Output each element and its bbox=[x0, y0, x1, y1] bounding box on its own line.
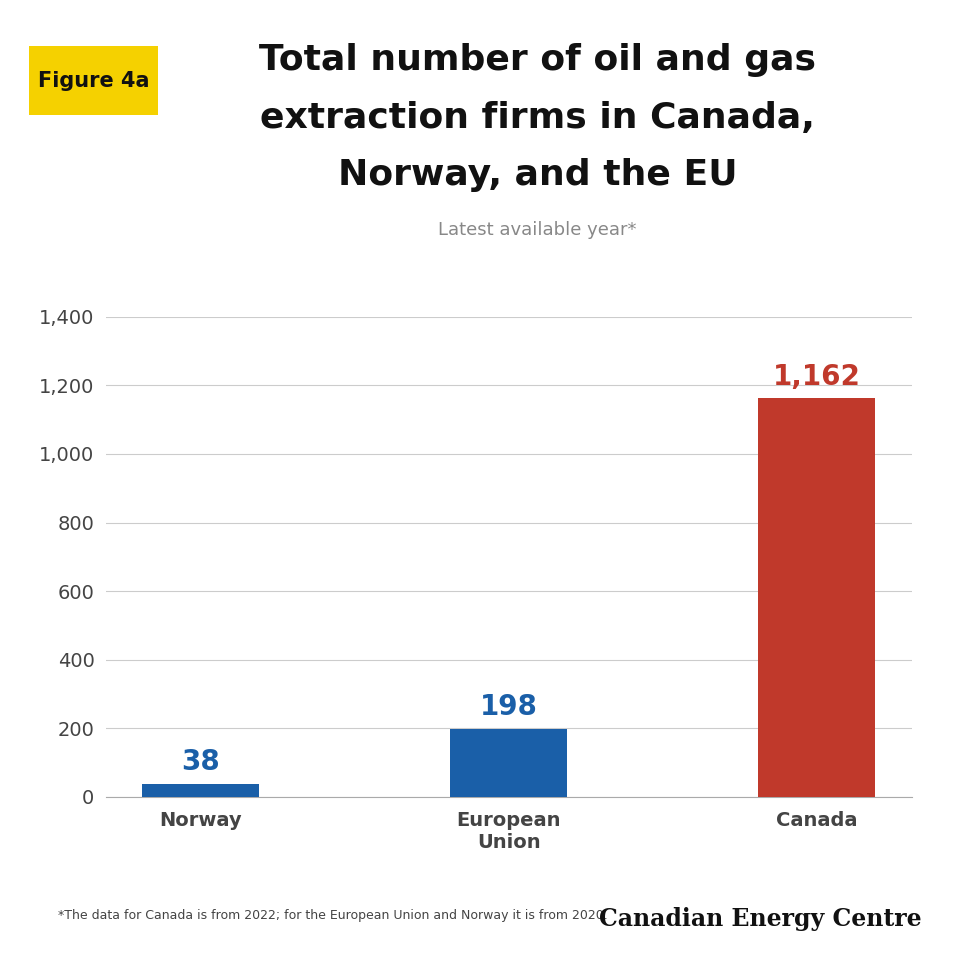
Bar bbox=[450, 729, 567, 797]
Text: 1,162: 1,162 bbox=[773, 363, 861, 391]
Text: Figure 4a: Figure 4a bbox=[37, 71, 150, 90]
Text: extraction firms in Canada,: extraction firms in Canada, bbox=[260, 101, 815, 134]
Text: *The data for Canada is from 2022; for the European Union and Norway it is from : *The data for Canada is from 2022; for t… bbox=[58, 908, 608, 922]
Text: Canadian Energy Centre: Canadian Energy Centre bbox=[599, 907, 922, 931]
Bar bbox=[142, 783, 259, 797]
Text: Latest available year*: Latest available year* bbox=[439, 221, 636, 239]
Text: 38: 38 bbox=[181, 748, 220, 777]
Text: Norway, and the EU: Norway, and the EU bbox=[338, 158, 737, 192]
Text: Total number of oil and gas: Total number of oil and gas bbox=[259, 43, 816, 77]
Text: 198: 198 bbox=[480, 693, 538, 721]
Bar bbox=[758, 398, 876, 797]
